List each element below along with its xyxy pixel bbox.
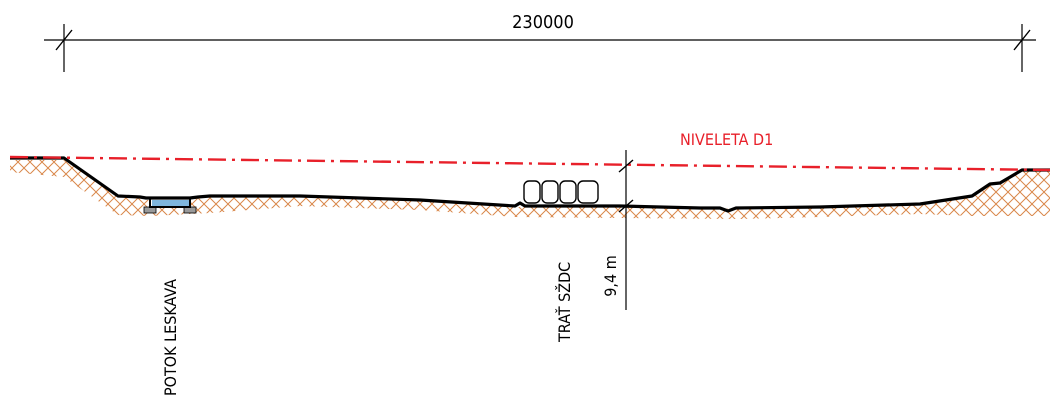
stream-water <box>152 200 189 207</box>
soil-hatch <box>10 160 1050 219</box>
niveleta-label: NIVELETA D1 <box>680 130 773 149</box>
dimension-value: 230000 <box>512 12 574 33</box>
terrain-line <box>10 156 1050 213</box>
stream-channel <box>143 198 197 214</box>
stream-bed <box>149 198 191 208</box>
overall-dimension: 230000 <box>44 12 1036 72</box>
dimension-tick-left <box>55 29 73 51</box>
clearance-tick-bottom <box>618 199 634 213</box>
dimension-tick-right <box>1013 29 1031 51</box>
railway-wagons-icon <box>523 180 599 204</box>
niveleta-line <box>9 155 1050 172</box>
clearance-dimension: 9,4 m <box>601 150 634 310</box>
railway-label: TRAŤ SŽDC <box>555 262 574 343</box>
stream-label: POTOK LESKAVA <box>161 279 180 396</box>
clearance-label: 9,4 m <box>601 255 620 296</box>
clearance-tick-top <box>618 159 634 173</box>
